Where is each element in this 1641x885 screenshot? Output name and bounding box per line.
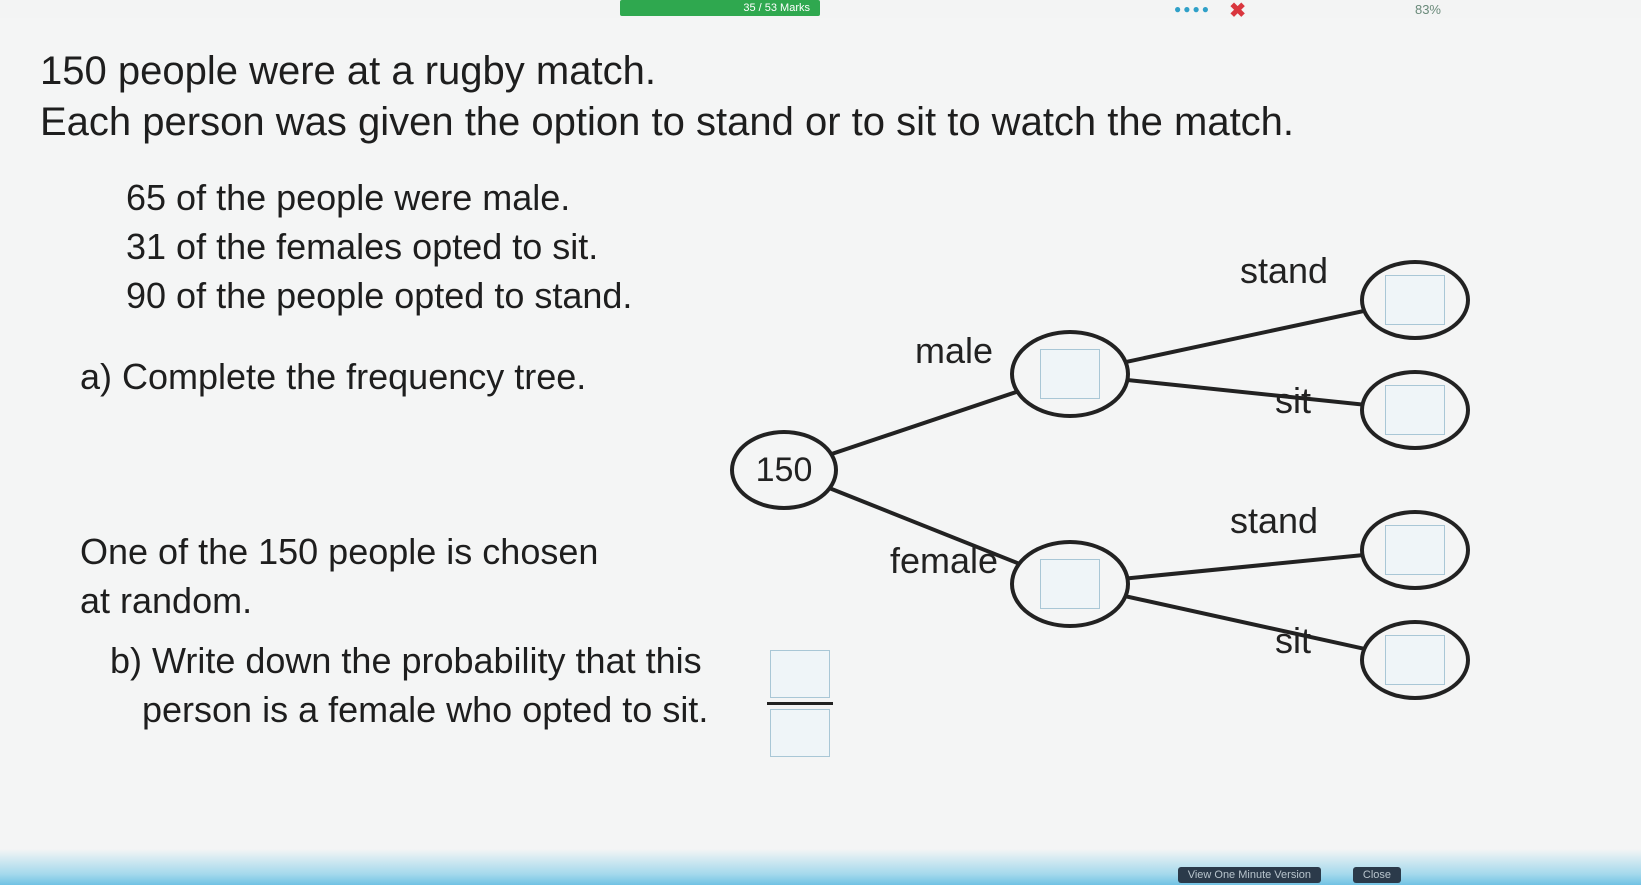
fact-1: 65 of the people were male. [126,174,1601,223]
bottom-close-button[interactable]: Close [1353,867,1401,883]
branch-label-female-stand: stand [1230,500,1318,542]
tree-root-node: 150 [730,430,838,510]
input-male-stand[interactable] [1385,275,1445,325]
branch-label-female: female [890,540,998,582]
fraction-bar [767,702,833,705]
input-female-stand[interactable] [1385,525,1445,575]
tree-node-male-sit [1360,370,1470,450]
top-bar: 35 / 53 Marks ●●●● ✖ 83% [0,0,1641,18]
branch-label-male-sit: sit [1275,380,1311,422]
tree-node-male-stand [1360,260,1470,340]
input-male-sit[interactable] [1385,385,1445,435]
input-male[interactable] [1040,349,1100,399]
tree-node-female-sit [1360,620,1470,700]
question-line-1: 150 people were at a rugby match. [40,46,1601,97]
input-female[interactable] [1040,559,1100,609]
fraction-numerator-input[interactable] [770,650,830,698]
question-line-2: Each person was given the option to stan… [40,97,1601,148]
tree-node-male [1010,330,1130,418]
tree-node-female [1010,540,1130,628]
marks-badge: 35 / 53 Marks [620,0,820,16]
branch-label-male-stand: stand [1240,250,1328,292]
branch-label-male: male [915,330,993,372]
tree-node-female-stand [1360,510,1470,590]
fraction-denominator-input[interactable] [770,709,830,757]
tree-edges-svg [700,250,1620,710]
frequency-tree: 150 male female stand sit stand sit [700,250,1620,710]
percent-label: 83% [1415,2,1441,17]
view-one-minute-button[interactable]: View One Minute Version [1178,867,1321,883]
signal-dots-icon: ●●●● [1174,2,1211,16]
tree-root-value: 150 [756,451,813,490]
fraction-answer [765,650,835,757]
input-female-sit[interactable] [1385,635,1445,685]
branch-label-female-sit: sit [1275,620,1311,662]
